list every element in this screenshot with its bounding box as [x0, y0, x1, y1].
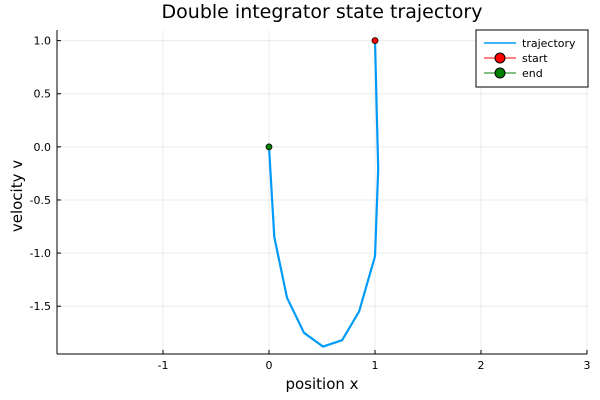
x-tick-label: 0 [266, 359, 273, 372]
x-tick-label: 1 [372, 359, 379, 372]
series-layer [265, 37, 380, 348]
x-tick-label: -1 [158, 359, 169, 372]
y-tick-label: 1.0 [34, 35, 52, 48]
legend-end-marker [494, 67, 506, 79]
legend-start-label: start [522, 52, 548, 65]
end-point [265, 143, 273, 151]
y-tick-label: 0.5 [34, 88, 52, 101]
x-axis-label: position x [285, 375, 358, 393]
trajectory-line [267, 40, 380, 348]
start-point [371, 37, 379, 45]
legend-end-label: end [522, 67, 543, 80]
x-tick-label: 3 [584, 359, 591, 372]
legend-trajectory-label: trajectory [522, 37, 576, 50]
x-tick-label: 2 [478, 359, 485, 372]
axes [56, 30, 588, 355]
y-tick-label: -1.5 [30, 300, 51, 313]
chart-title: Double integrator state trajectory [162, 1, 483, 23]
legend: trajectory start end [475, 29, 589, 88]
y-tick-label: -1.0 [30, 247, 51, 260]
tick-labels: -1 0 1 2 3 1.0 0.5 0.0 -0.5 -1.0 -1.5 [30, 35, 591, 372]
legend-start-marker [494, 52, 506, 64]
y-tick-label: 0.0 [34, 141, 52, 154]
y-axis-label: velocity v [8, 160, 26, 232]
y-tick-label: -0.5 [30, 194, 51, 207]
